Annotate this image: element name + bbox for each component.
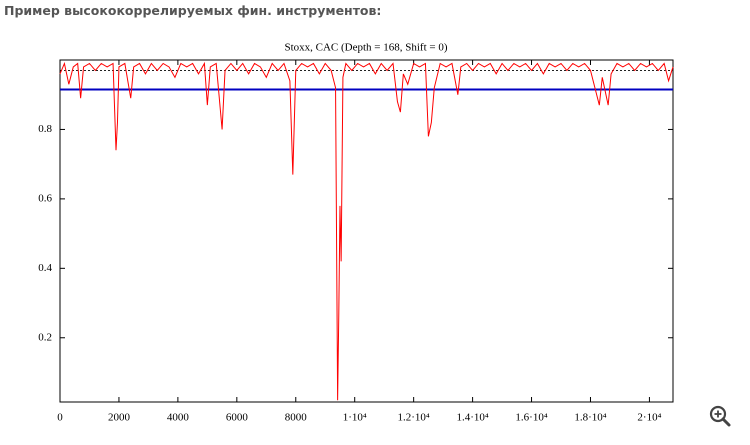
x-tick-label: 1.8·10⁴ bbox=[574, 412, 606, 424]
y-tick-label: 0.2 bbox=[38, 331, 52, 343]
x-tick-label: 6000 bbox=[226, 412, 249, 424]
y-tick-label: 0.8 bbox=[38, 123, 52, 135]
chart-title: Stoxx, CAC (Depth = 168, Shift = 0) bbox=[284, 42, 447, 54]
x-tick-label: 2·10⁴ bbox=[637, 412, 661, 424]
plot-frame bbox=[59, 59, 674, 403]
x-tick-label: 1.6·10⁴ bbox=[515, 412, 547, 424]
x-tick-label: 1·10⁴ bbox=[343, 412, 367, 424]
data-line bbox=[59, 61, 674, 401]
x-tick-label: 1.2·10⁴ bbox=[398, 412, 430, 424]
x-tick-label: 8000 bbox=[285, 412, 308, 424]
y-tick-label: 0.6 bbox=[38, 192, 52, 204]
y-tick-label: 0.4 bbox=[38, 262, 52, 274]
x-tick-label: 1.4·10⁴ bbox=[456, 412, 488, 424]
zoom-icon[interactable] bbox=[709, 405, 731, 427]
x-tick-label: 0 bbox=[57, 412, 63, 424]
post-heading: Пример высококоррелируемых фин. инструме… bbox=[4, 3, 381, 18]
x-tick-label: 4000 bbox=[167, 412, 190, 424]
x-tick-label: 2000 bbox=[108, 412, 131, 424]
